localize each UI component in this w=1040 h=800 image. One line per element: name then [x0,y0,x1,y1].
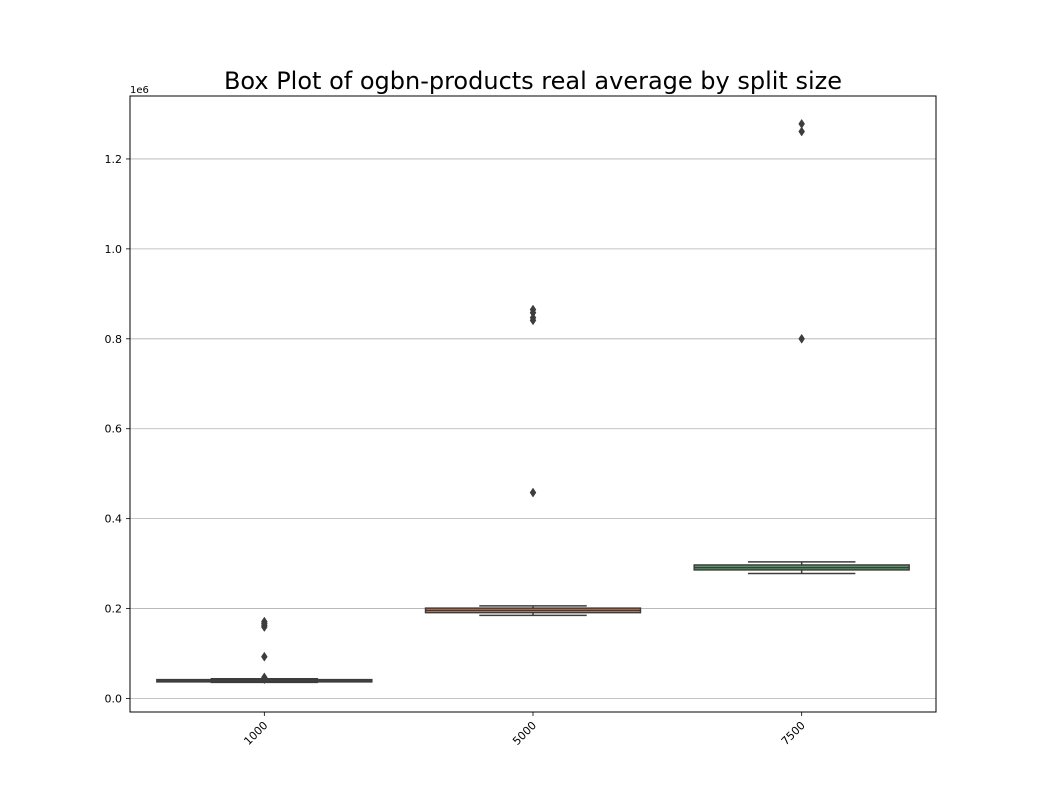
grid-lines [130,158,936,699]
x-tick-label: 1000 [241,719,270,748]
outlier-point [529,487,537,498]
chart-title: Box Plot of ogbn-products real average b… [224,67,842,95]
plot-frame [129,95,937,713]
outlier-point [798,118,805,129]
box-7500 [693,118,910,575]
y-tick-label: 0.2 [105,603,123,616]
outlier-point [261,616,268,627]
boxes-layer [156,118,910,685]
box-5000 [424,304,642,617]
y-tick-label: 0.4 [105,513,123,526]
x-axis-ticks: 1000 5000 7500 [241,712,808,748]
box-1000 [156,616,373,685]
y-tick-label: 0.6 [105,423,123,436]
x-tick-label: 7500 [779,719,808,748]
y-axis-ticks: 0.0 0.2 0.4 0.6 0.8 1.0 1.2 [105,153,130,706]
y-tick-label: 0.0 [105,693,123,706]
y-tick-label: 1.2 [105,153,123,166]
outlier-point [798,333,805,344]
outlier-point [529,304,537,315]
y-tick-label: 0.8 [105,333,123,346]
x-tick-label: 5000 [510,719,539,748]
outlier-point [261,674,268,685]
outlier-point [261,651,268,662]
outlier-point [798,126,805,137]
y-tick-label: 1.0 [105,243,123,256]
y-axis-offset-label: 1e6 [130,85,149,96]
